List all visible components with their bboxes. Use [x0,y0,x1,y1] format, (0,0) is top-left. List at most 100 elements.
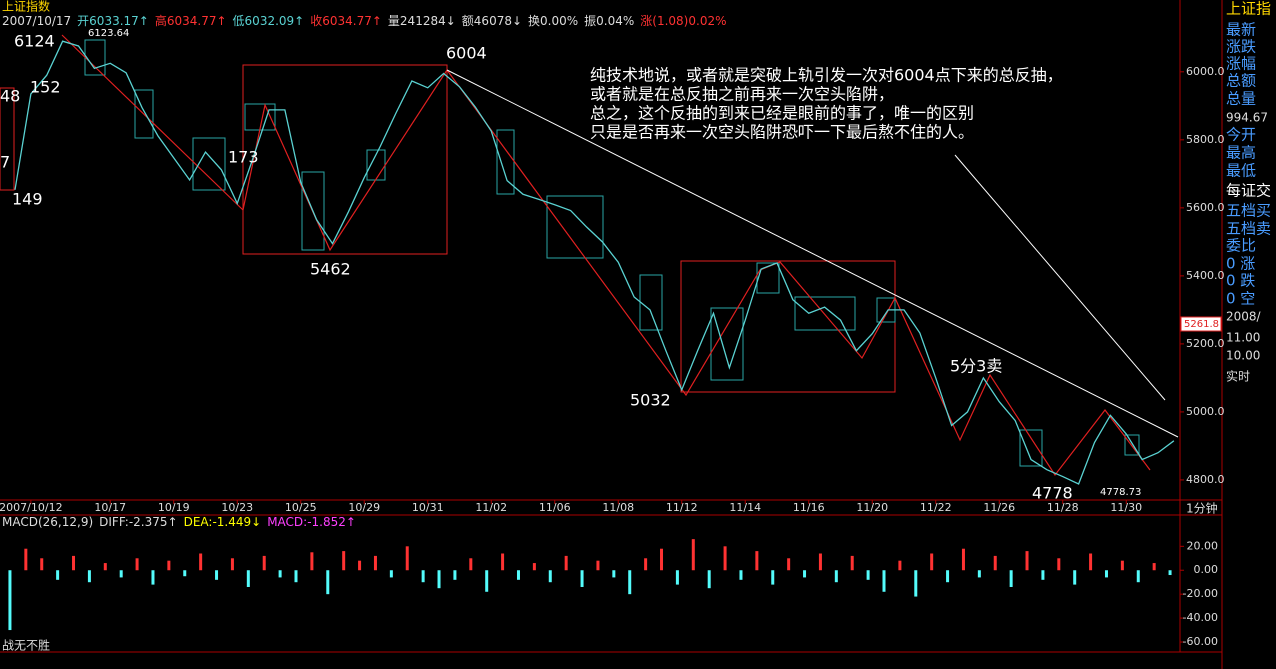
y-tick-label: 5200.0 [1186,337,1225,350]
macd-bar [961,548,965,571]
macd-bar [1009,570,1013,587]
sidebar-item: 0 跌 [1226,272,1255,290]
macd-bar [660,548,664,571]
box [0,87,15,191]
macd-bar [675,570,679,585]
macd-bar [516,570,520,580]
macd-bar [723,546,727,571]
y-tick-label: 5600.0 [1186,201,1225,214]
sidebar-item: 10.00 [1226,349,1260,363]
macd-bar [548,570,552,583]
annotation: 6124 [14,32,55,51]
macd-title: MACD(26,12,9) [2,515,93,529]
legend-item: DEA:-1.449↓ [184,515,262,529]
sidebar-item: 涨跌 [1226,38,1256,56]
macd-bar [818,553,822,571]
note-line: 纯技术地说，或者就是突破上轨引发一次对6004点下来的总反抽， [590,66,1063,85]
y-tick-label: 6000.0 [1186,65,1225,78]
annotation: 173 [228,148,259,167]
trend-line [446,69,1179,438]
macd-bar [612,570,616,578]
sidebar-item: 2008/ [1226,310,1262,324]
sidebar-item: 每证交 [1226,182,1271,200]
sidebar-item: 上证指 [1226,0,1271,18]
macd-bar [628,570,632,595]
macd-bar [532,563,536,571]
macd-bar [24,548,28,571]
macd-bar [326,570,330,595]
sidebar-item: 0 空 [1226,290,1255,308]
header-item: 收6034.77↑ [310,14,382,28]
price-marker: 5261.8 [1184,319,1219,330]
macd-bar [644,558,648,571]
x-tick-label: 11/12 [666,501,698,514]
x-tick-label: 11/16 [793,501,825,514]
annotation: 152 [30,78,61,97]
header-item: 低6032.09↑ [233,14,305,28]
annotation: 5032 [630,391,671,410]
macd-bar [1104,570,1108,578]
macd-bar [882,570,886,592]
x-tick-label: 11/26 [983,501,1015,514]
x-tick-label: 10/19 [158,501,190,514]
sidebar-item: 总额 [1226,72,1256,90]
header: 2007/10/17 开6033.17↑ 高6034.77↑ 低6032.09↑ 收60… [2,13,727,28]
macd-bar [230,558,234,571]
price-line [14,40,1175,485]
y-tick-label: -20.00 [1183,587,1218,600]
macd-bar [580,570,584,587]
x-tick-label: 11/08 [602,501,634,514]
macd-bar [358,560,362,571]
macd-bar [72,555,76,571]
macd-bar [739,570,743,580]
macd-bar [167,560,171,571]
macd-bar [469,558,473,571]
footer: 战无不胜 [2,638,50,653]
macd-bar [262,555,266,571]
macd-bar [246,570,250,587]
macd-bar [373,555,377,571]
macd-bar [1120,560,1124,571]
macd-bar [564,555,568,571]
cyan-boxes [84,39,1140,467]
note-line: 或者就是在总反抽之前再来一次空头陷阱， [590,85,894,104]
macd-bar [977,570,981,578]
sidebar-item: 五档买 [1226,202,1271,220]
macd-bar [8,570,12,631]
sidebar-item: 994.67 [1226,111,1268,125]
macd-bar [103,563,107,571]
macd-bar [803,570,807,578]
macd-bar [834,570,838,583]
macd-bar [850,555,854,571]
x-tick-label: 10/25 [285,501,317,514]
legend-item: MACD:-1.852↑ [267,515,356,529]
macd-bar [1025,551,1029,571]
sidebar-item: 涨幅 [1226,55,1256,73]
macd-bar [930,553,934,571]
macd-bar [1136,570,1140,583]
macd-bar [453,570,457,580]
macd-bar [691,539,695,571]
macd-bar [1152,563,1156,571]
y-tick-label: 4800.0 [1186,473,1225,486]
x-tick-label: 11/30 [1110,501,1142,514]
x-tick-label: 11/06 [539,501,571,514]
macd-bar [87,570,91,583]
annotation: 149 [12,190,43,209]
sidebar-item: 委比 [1226,237,1256,255]
header-item: 开6033.17↑ [77,14,149,28]
macd-bar [771,570,775,585]
x-tick-label: 10/23 [221,501,253,514]
header-item: 高6034.77↑ [155,13,227,28]
y-tick-label: -40.00 [1183,611,1218,624]
chart-title: 上证指数 [2,0,50,14]
x-tick-label: 10/31 [412,501,444,514]
note-line: 总之，这个反抽的到来已经是眼前的事了，唯一的区别 [590,104,974,123]
sidebar-item: 最低 [1226,162,1256,180]
y-tick-label: 20.00 [1187,539,1219,552]
period: 1分钟 [1186,501,1218,516]
annotation: 5462 [310,260,351,279]
macd-bar [183,570,187,577]
